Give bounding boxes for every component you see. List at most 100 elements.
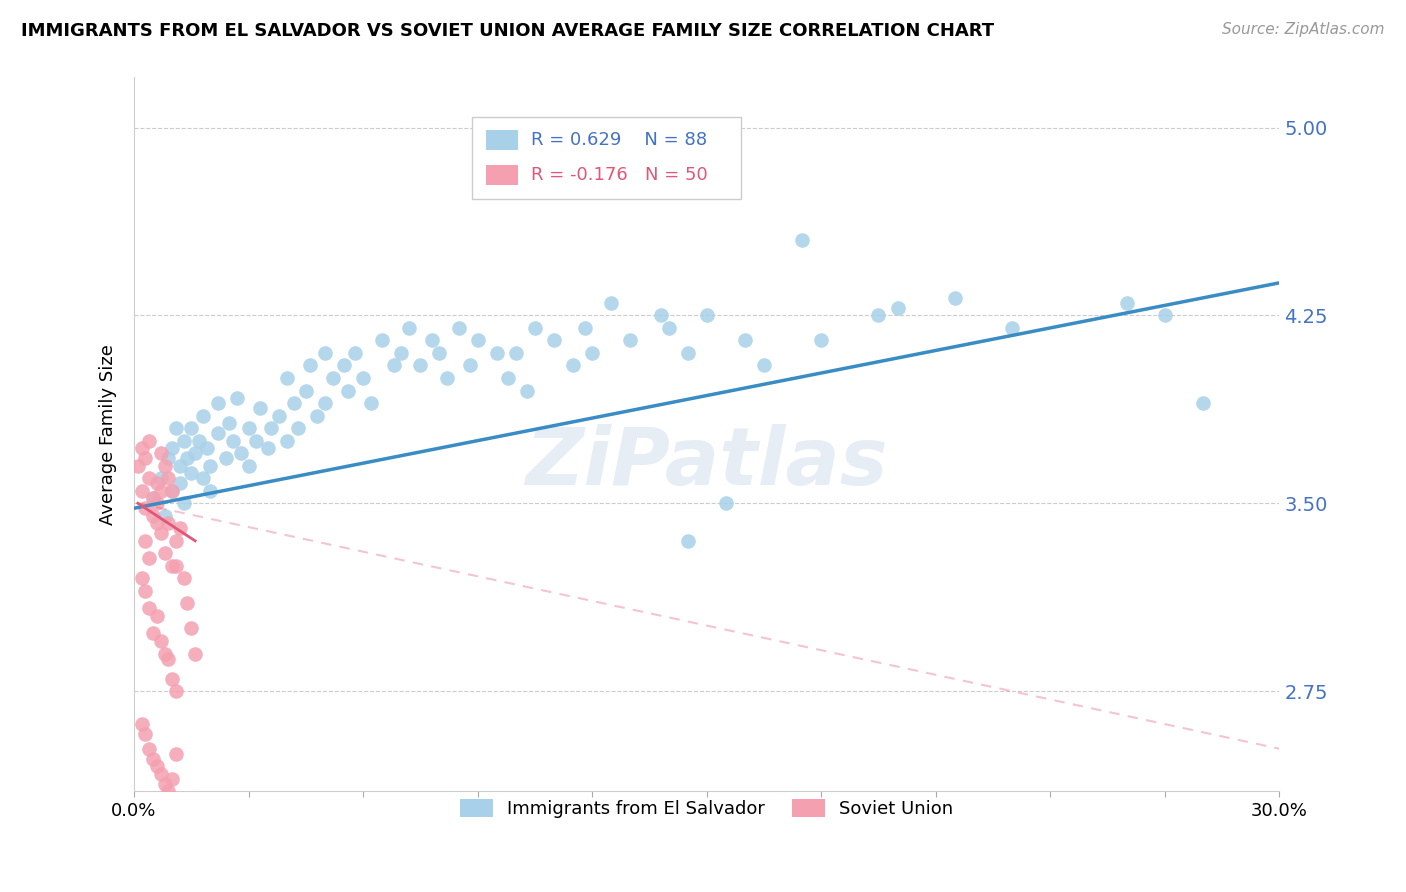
Point: [138, 601, 160, 615]
Point: [734, 334, 756, 348]
Point: [138, 551, 160, 566]
Point: [131, 571, 153, 585]
Point: [207, 426, 229, 441]
Point: [134, 501, 156, 516]
Point: [134, 533, 156, 548]
Point: [165, 558, 187, 573]
Point: [160, 483, 183, 498]
Point: [165, 533, 187, 548]
Point: [180, 421, 202, 435]
Point: [295, 384, 318, 398]
Point: [458, 359, 481, 373]
Point: [287, 421, 309, 435]
Point: [131, 441, 153, 455]
FancyBboxPatch shape: [485, 129, 517, 150]
Point: [157, 651, 180, 665]
Point: [134, 583, 156, 598]
Point: [398, 321, 420, 335]
Point: [142, 491, 165, 506]
Point: [360, 396, 382, 410]
Point: [429, 346, 451, 360]
Point: [1192, 396, 1215, 410]
Point: [146, 496, 169, 510]
Point: [336, 384, 359, 398]
Point: [149, 471, 172, 485]
Point: [523, 321, 546, 335]
Text: ZiPatlas: ZiPatlas: [526, 424, 889, 502]
Point: [314, 396, 336, 410]
Point: [714, 496, 737, 510]
Point: [173, 434, 195, 448]
Point: [146, 759, 169, 773]
Point: [562, 359, 585, 373]
Point: [160, 558, 183, 573]
Point: [314, 346, 336, 360]
Point: [149, 766, 172, 780]
Point: [276, 434, 298, 448]
Point: [276, 371, 298, 385]
Point: [574, 321, 596, 335]
Text: IMMIGRANTS FROM EL SALVADOR VS SOVIET UNION AVERAGE FAMILY SIZE CORRELATION CHAR: IMMIGRANTS FROM EL SALVADOR VS SOVIET UN…: [21, 22, 994, 40]
Point: [157, 451, 180, 466]
Point: [810, 334, 832, 348]
Point: [173, 571, 195, 585]
Point: [191, 471, 214, 485]
Point: [131, 483, 153, 498]
Point: [187, 434, 209, 448]
Point: [169, 521, 191, 535]
Point: [200, 458, 222, 473]
Point: [352, 371, 374, 385]
Point: [229, 446, 252, 460]
Point: [1001, 321, 1024, 335]
Point: [146, 476, 169, 491]
Point: [160, 772, 183, 786]
Point: [943, 291, 966, 305]
Text: R = 0.629    N = 88: R = 0.629 N = 88: [531, 130, 707, 149]
Text: R = -0.176   N = 50: R = -0.176 N = 50: [531, 166, 709, 185]
Point: [1115, 296, 1137, 310]
Point: [200, 483, 222, 498]
Point: [138, 434, 160, 448]
Point: [218, 416, 240, 430]
Point: [245, 434, 267, 448]
Point: [160, 672, 183, 686]
Point: [142, 491, 165, 506]
Point: [180, 466, 202, 480]
Point: [371, 334, 394, 348]
Point: [249, 401, 271, 415]
Point: [238, 421, 260, 435]
Point: [214, 451, 236, 466]
Point: [619, 334, 641, 348]
Point: [505, 346, 527, 360]
Point: [138, 741, 160, 756]
Point: [169, 458, 191, 473]
Point: [447, 321, 470, 335]
Point: [142, 626, 165, 640]
Point: [138, 471, 160, 485]
Point: [344, 346, 367, 360]
Y-axis label: Average Family Size: Average Family Size: [100, 344, 117, 524]
FancyBboxPatch shape: [485, 165, 517, 186]
FancyBboxPatch shape: [472, 117, 741, 199]
Point: [581, 183, 603, 197]
Point: [496, 371, 519, 385]
Point: [157, 784, 180, 798]
Point: [184, 647, 207, 661]
Point: [298, 359, 321, 373]
Point: [142, 508, 165, 523]
Point: [153, 777, 176, 791]
Point: [165, 684, 187, 698]
Point: [485, 346, 508, 360]
Point: [409, 359, 432, 373]
Point: [703, 183, 725, 197]
Text: Source: ZipAtlas.com: Source: ZipAtlas.com: [1222, 22, 1385, 37]
Point: [581, 346, 603, 360]
Point: [543, 334, 565, 348]
Point: [207, 396, 229, 410]
Point: [269, 409, 291, 423]
Point: [142, 752, 165, 766]
Point: [696, 309, 718, 323]
Point: [134, 727, 156, 741]
Point: [131, 716, 153, 731]
Point: [149, 483, 172, 498]
